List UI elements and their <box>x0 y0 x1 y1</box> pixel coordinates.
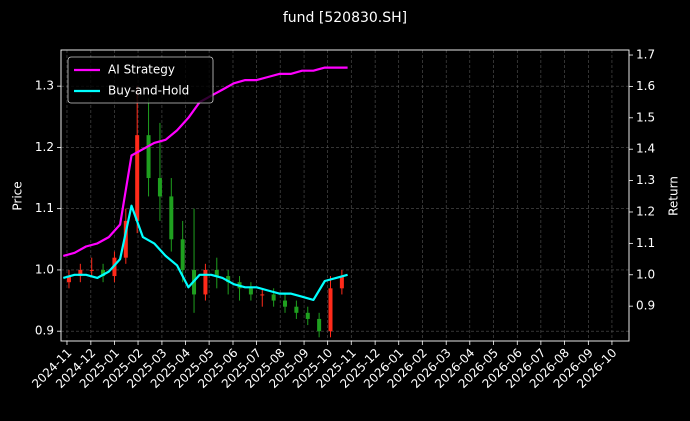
candle-body <box>339 276 344 289</box>
candle-body <box>123 220 128 258</box>
legend-label: AI Strategy <box>108 63 175 77</box>
candle-body <box>294 306 299 313</box>
candle-body <box>180 239 185 270</box>
y2-tick-label: 1.0 <box>636 267 655 281</box>
candle-body <box>317 318 322 332</box>
plot-frame <box>60 49 630 342</box>
y-tick-label: 1.3 <box>35 79 54 93</box>
candle-body <box>203 269 208 295</box>
y2-tick-label: 1.7 <box>636 48 655 62</box>
candle-body <box>89 269 94 271</box>
y-axis-label: Price <box>11 181 25 210</box>
candle-body <box>146 135 151 179</box>
y2-tick-label: 1.6 <box>636 79 655 93</box>
candle-body <box>169 196 174 240</box>
y2-tick-label: 1.1 <box>636 236 655 250</box>
chart-title: fund [520830.SH] <box>283 10 407 26</box>
y2-tick-label: 1.3 <box>636 173 655 187</box>
candle-body <box>157 178 162 197</box>
y-tick-label: 1.0 <box>35 262 54 276</box>
candle-body <box>260 294 265 296</box>
candle-body <box>78 269 83 277</box>
y2-tick-label: 1.2 <box>636 204 655 218</box>
candle-body <box>271 294 276 301</box>
candle-body <box>328 288 333 332</box>
y2-axis-label: Return <box>667 176 681 216</box>
y-tick-label: 0.9 <box>35 324 54 338</box>
y-tick-label: 1.1 <box>35 201 54 215</box>
return-line <box>63 204 348 301</box>
y-tick-label: 1.2 <box>35 140 54 154</box>
candle-body <box>226 276 231 283</box>
legend-box <box>67 56 214 104</box>
y2-tick-label: 1.5 <box>636 110 655 124</box>
legend-label: Buy-and-Hold <box>108 84 189 98</box>
candle-body <box>248 288 253 295</box>
candle-body <box>66 276 71 283</box>
y2-tick-label: 0.9 <box>636 299 655 313</box>
candle-body <box>305 312 310 319</box>
candle-body <box>101 269 106 277</box>
candle-body <box>214 269 219 277</box>
candle-body <box>283 300 288 307</box>
candle-body <box>135 135 140 221</box>
y2-tick-label: 1.4 <box>636 142 655 156</box>
